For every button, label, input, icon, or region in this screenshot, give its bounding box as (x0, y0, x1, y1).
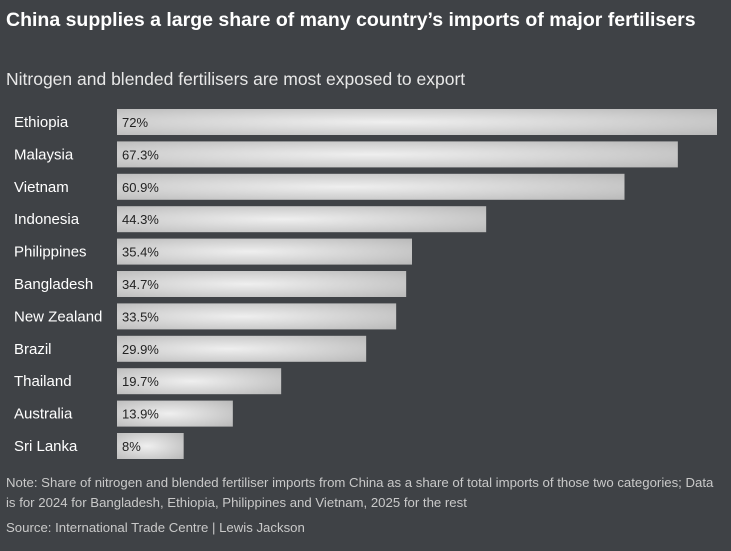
chart-title: China supplies a large share of many cou… (6, 9, 696, 31)
category-label-brazil: Brazil (14, 341, 52, 358)
category-label-philippines: Philippines (14, 244, 87, 261)
value-label-new-zealand: 33.5% (122, 309, 159, 324)
bar-australia (117, 400, 233, 427)
bar-vietnam (117, 173, 625, 200)
bar-bangladesh (117, 271, 407, 297)
value-label-bangladesh: 34.7% (122, 277, 159, 292)
chart-body: Ethiopia 72% Malaysia 67.3% Vietnam 60.9% Indo… (14, 109, 717, 459)
bar-chart: Ethiopia 72% Malaysia 67.3% Vietnam 60.9% Indo… (14, 109, 717, 459)
bar-new-zealand (117, 303, 397, 330)
category-label-new-zealand: New Zealand (14, 308, 102, 325)
category-label-malaysia: Malaysia (14, 146, 74, 163)
chart-source: Source: International Trade Centre | Lew… (6, 520, 305, 535)
chart-note: Note: Share of nitrogen and blended fert… (6, 475, 714, 510)
bar-ethiopia (117, 109, 717, 135)
chart-subtitle: Nitrogen and blended fertilisers are mos… (6, 69, 466, 89)
category-label-thailand: Thailand (14, 373, 72, 390)
value-label-indonesia: 44.3% (122, 212, 159, 227)
bar-brazil (117, 335, 367, 362)
value-label-thailand: 19.7% (122, 374, 159, 389)
bar-indonesia (117, 206, 487, 233)
value-label-sri-lanka: 8% (122, 439, 141, 454)
bar-thailand (117, 368, 282, 395)
category-label-bangladesh: Bangladesh (14, 276, 93, 293)
value-label-ethiopia: 72% (122, 115, 148, 130)
category-label-australia: Australia (14, 406, 73, 423)
value-label-malaysia: 67.3% (122, 147, 159, 162)
bar-sri-lanka (117, 433, 184, 459)
category-label-sri-lanka: Sri Lanka (14, 438, 78, 455)
category-label-indonesia: Indonesia (14, 211, 80, 228)
category-label-ethiopia: Ethiopia (14, 114, 69, 131)
category-label-vietnam: Vietnam (14, 179, 69, 196)
bar-malaysia (117, 141, 678, 168)
value-label-brazil: 29.9% (122, 342, 159, 357)
bar-philippines (117, 238, 412, 265)
value-label-australia: 13.9% (122, 407, 159, 422)
value-label-philippines: 35.4% (122, 245, 159, 260)
value-label-vietnam: 60.9% (122, 180, 159, 195)
